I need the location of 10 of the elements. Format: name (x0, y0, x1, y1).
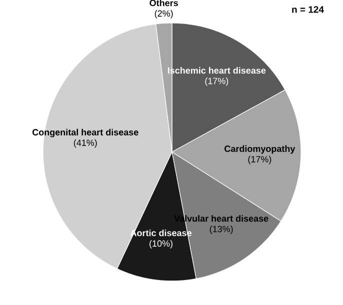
data-label: (13%) (210, 226, 233, 234)
data-label: (17%) (205, 78, 228, 86)
data-label: (41%) (74, 139, 97, 148)
slice-label: Congenital heart disease (32, 128, 138, 138)
text: n = 124 (292, 6, 324, 13)
slice-label: Cardiomyopathy (224, 145, 296, 154)
data-label: (2%) (154, 10, 173, 18)
slice-label: Others (150, 0, 178, 6)
data-label: (17%) (248, 156, 272, 164)
data-label: (10%) (150, 240, 172, 248)
